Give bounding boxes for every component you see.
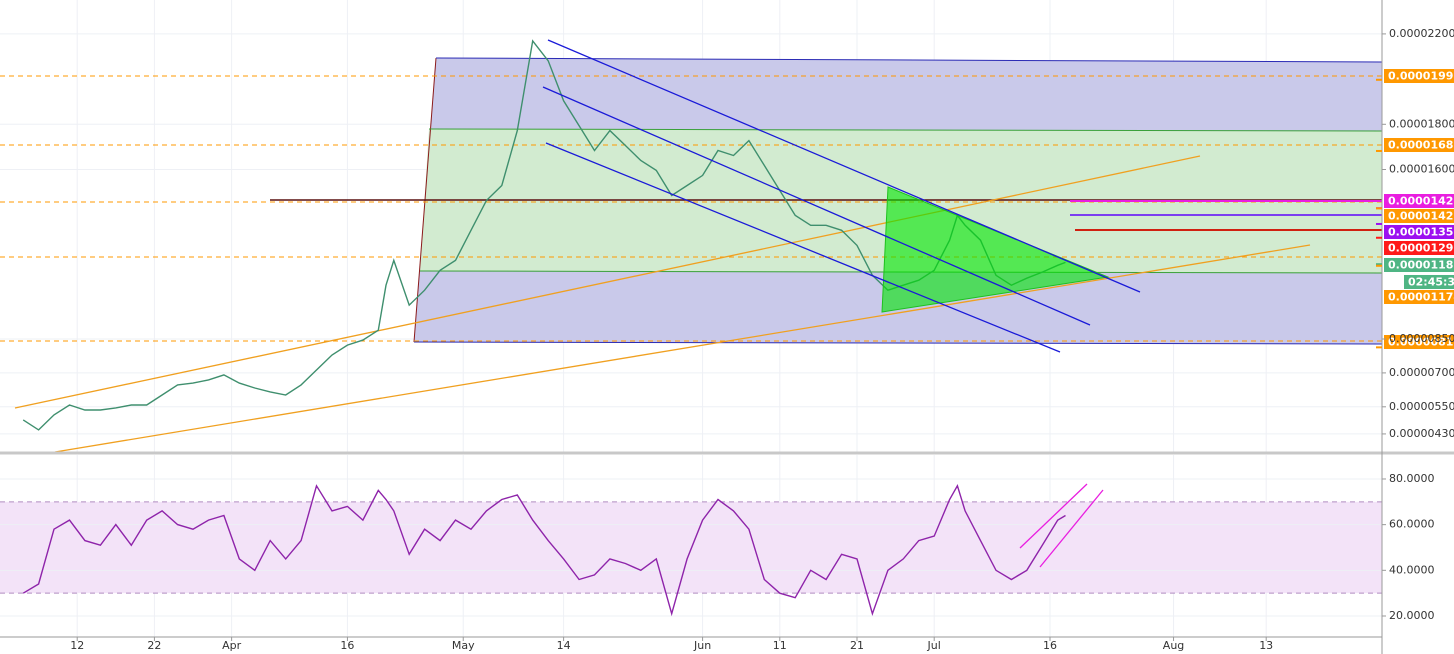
badge-box xyxy=(1384,69,1454,83)
drawings xyxy=(0,57,1383,453)
channel-line xyxy=(542,86,1091,326)
badge-box xyxy=(1384,225,1454,239)
badge-box xyxy=(1384,138,1454,152)
x-tick-label: 12 xyxy=(70,639,84,652)
x-tick-label: Jun xyxy=(693,639,711,652)
price-badge: 0.00001682 xyxy=(1384,138,1454,152)
box-edge xyxy=(428,128,1383,132)
y-tick-label: 40.0000 xyxy=(1389,563,1435,576)
badge-box xyxy=(1384,335,1454,349)
x-tick-label: 13 xyxy=(1259,639,1273,652)
y-tick-label: 0.00002200 xyxy=(1389,27,1454,40)
badge-label: 0.00001997 xyxy=(1388,70,1454,83)
x-tick-label: Apr xyxy=(222,639,242,652)
x-tick-label: 16 xyxy=(1043,639,1057,652)
price-badge: 0.00001174 xyxy=(1384,290,1454,304)
x-tick-label: 14 xyxy=(557,639,571,652)
badge-box xyxy=(1384,209,1454,223)
channel-line xyxy=(547,39,1141,293)
channel-line xyxy=(545,142,1061,353)
countdown-badge: 02:45:30 xyxy=(1404,275,1454,289)
badge-label: 0.00001429 xyxy=(1388,195,1454,208)
wedge-line xyxy=(1039,489,1104,568)
badge-box xyxy=(1384,241,1454,255)
x-tick-label: 16 xyxy=(340,639,354,652)
y-tick-label: 0.00000850 xyxy=(1389,332,1454,345)
badge-box xyxy=(1384,258,1454,272)
badge-label: 0.00001428 xyxy=(1388,210,1454,223)
badge-label: 0.00001682 xyxy=(1388,139,1454,152)
badge-box xyxy=(1384,194,1454,208)
y-tick-label: 0.00001600 xyxy=(1389,163,1454,176)
badge-label: 0.00001181 xyxy=(1388,259,1454,272)
y-tick-label: 0.00001800 xyxy=(1389,117,1454,130)
y-tick-label: 60.0000 xyxy=(1389,518,1435,531)
price-badge: 0.00001429 xyxy=(1384,194,1454,208)
price-badge: 0.00001298 xyxy=(1384,241,1454,255)
y-tick-label: 0.00000700 xyxy=(1389,366,1454,379)
price-badge: 0.00001359 xyxy=(1384,225,1454,239)
x-tick-label: Jul xyxy=(927,639,941,652)
x-tick-label: 22 xyxy=(147,639,161,652)
wedge-line xyxy=(1019,483,1088,549)
x-tick-label: May xyxy=(452,639,475,652)
rsi-line xyxy=(22,484,1066,617)
badge-box xyxy=(1404,275,1454,289)
price-badge: 0.00001428 xyxy=(1384,209,1454,223)
badge-label: 0.00001174 xyxy=(1388,291,1454,304)
badge-label: 0.00001359 xyxy=(1388,226,1454,239)
countdown: 02:45:30 xyxy=(1408,276,1454,289)
y-tick-label: 0.00000430 xyxy=(1389,427,1454,440)
y-tick-label: 0.00000550 xyxy=(1389,400,1454,413)
x-tick-label: 11 xyxy=(773,639,787,652)
y-tick-label: 80.0000 xyxy=(1389,472,1435,485)
trend-line xyxy=(14,155,1201,409)
price-badge: 0.00001997 xyxy=(1384,69,1454,83)
box-edge xyxy=(413,341,1383,345)
box-edge xyxy=(435,57,1383,63)
badge-label: 0.00001298 xyxy=(1388,242,1454,255)
price-badge: 0.00000813 xyxy=(1384,335,1454,349)
badge-box xyxy=(1384,290,1454,304)
price-badges: 0.00001997 0.00001682 0.00001429 0.00001428… xyxy=(1376,69,1454,349)
x-tick-label: 21 xyxy=(850,639,864,652)
x-tick-label: Aug xyxy=(1163,639,1184,652)
y-tick-label: 20.0000 xyxy=(1389,609,1435,622)
price-badge: 0.00001181 xyxy=(1384,258,1454,272)
trend-line xyxy=(54,244,1311,453)
drawings-top xyxy=(542,39,1382,568)
badge-label: 0.00000813 xyxy=(1388,336,1454,349)
